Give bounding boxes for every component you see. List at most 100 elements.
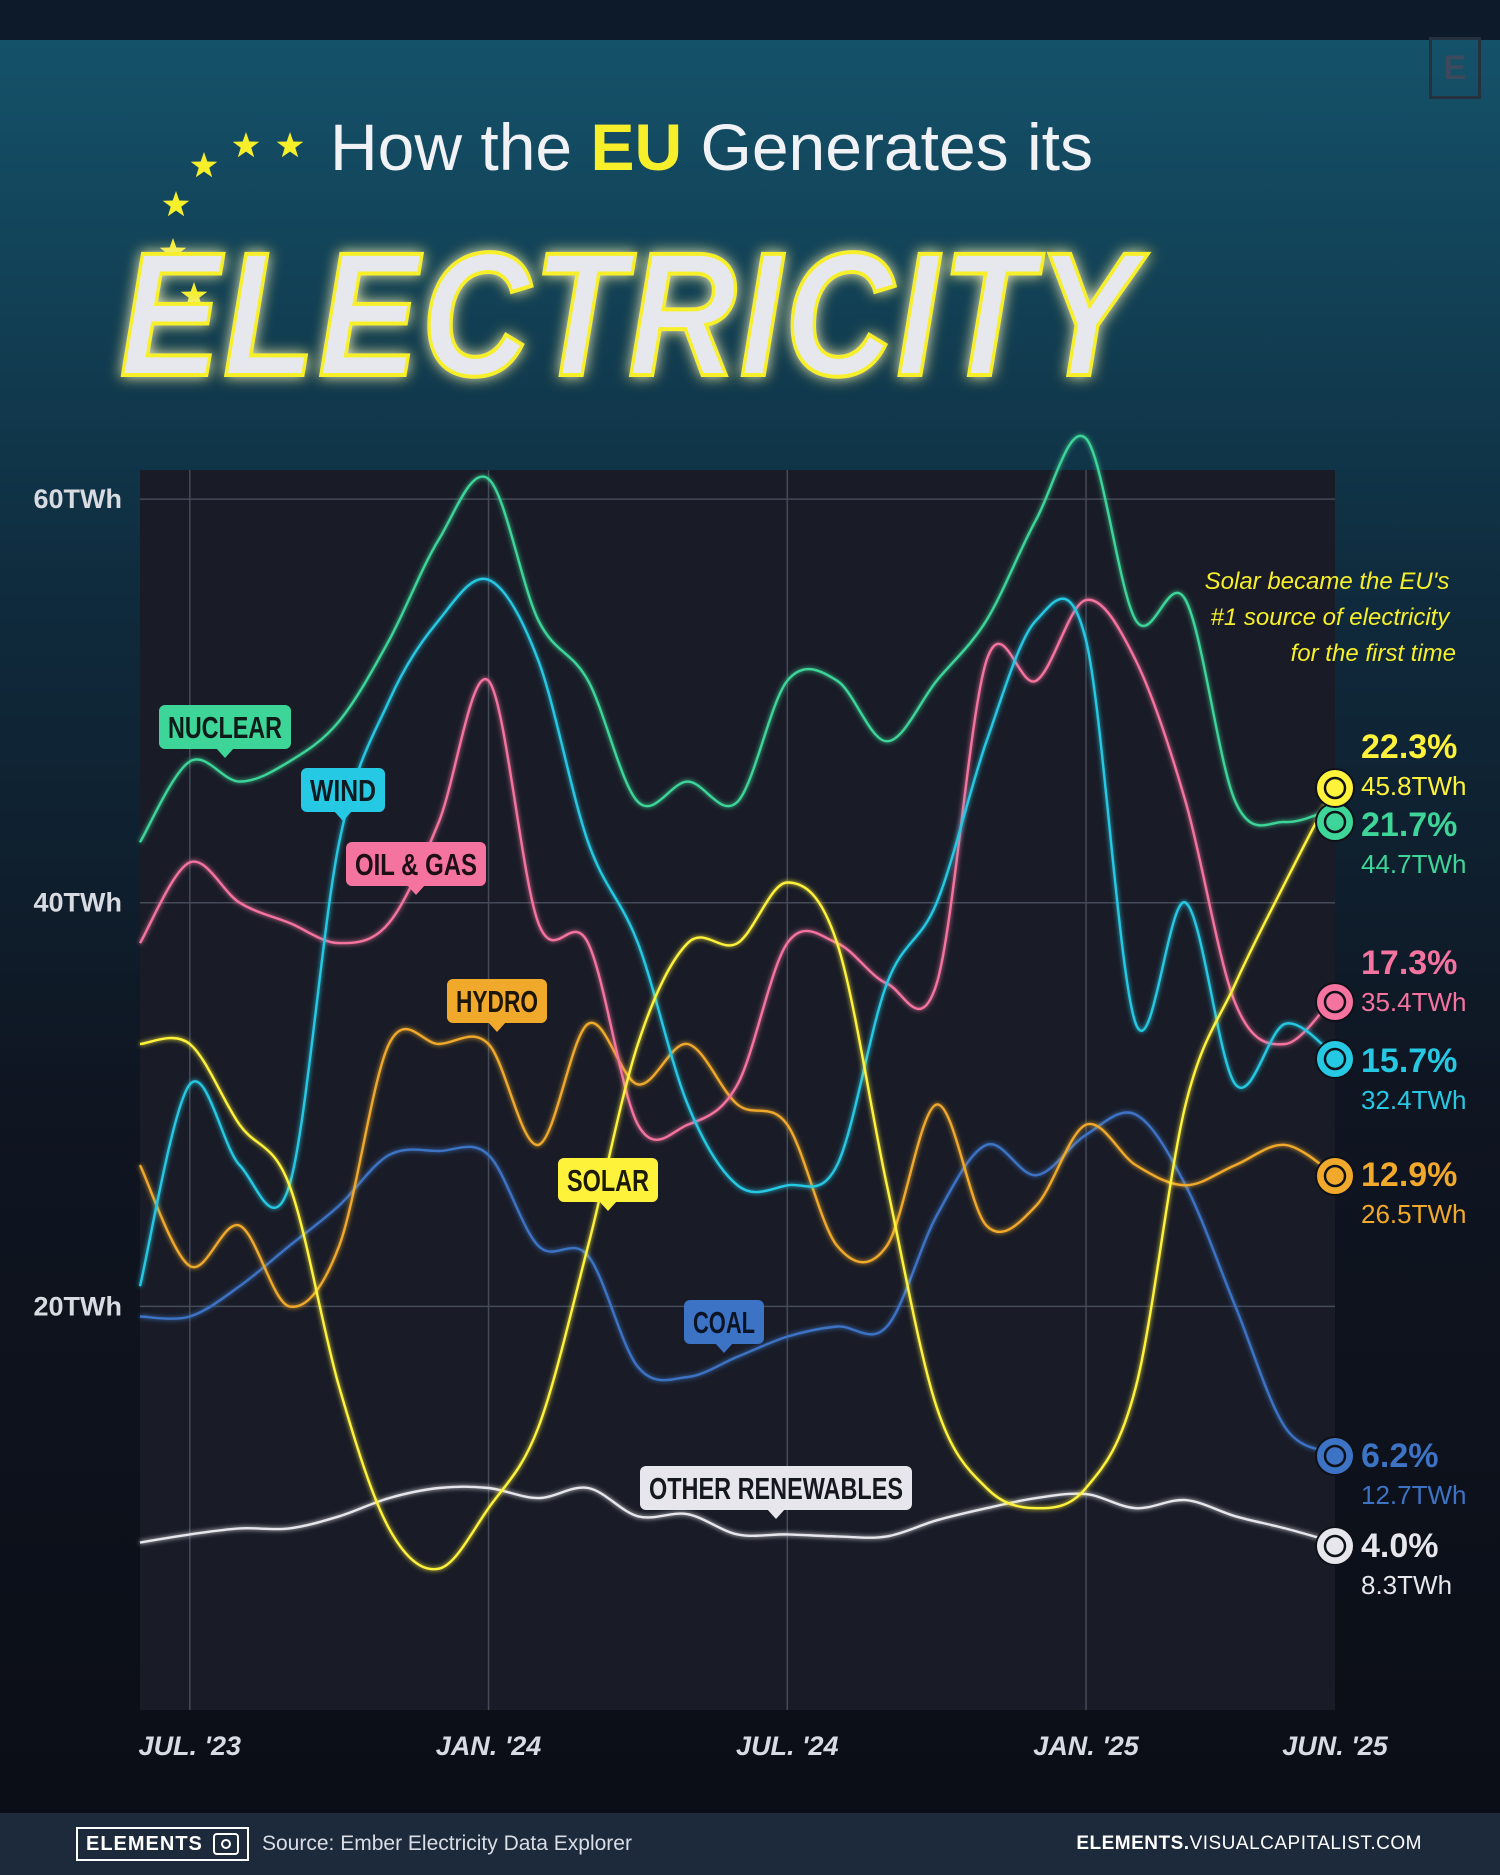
end-label-twh: 32.4TWh bbox=[1361, 1085, 1467, 1115]
nuclear-icon bbox=[1315, 802, 1355, 842]
series-line-solar bbox=[139, 785, 1337, 1571]
star-icon bbox=[276, 132, 304, 158]
series-tag-other: OTHER RENEWABLES bbox=[640, 1466, 912, 1519]
series-tag-box bbox=[640, 1466, 912, 1510]
series-tag-label: HYDRO bbox=[456, 984, 538, 1019]
series-tag-coal: COAL bbox=[684, 1300, 764, 1353]
solar-icon bbox=[1315, 768, 1355, 808]
series-tag-label: OTHER RENEWABLES bbox=[649, 1471, 903, 1506]
series-tag-wind: WIND bbox=[301, 768, 385, 821]
series-line-other bbox=[139, 1485, 1336, 1544]
end-label-nuclear: 21.7% 44.7TWh bbox=[1315, 802, 1467, 879]
eu-stars bbox=[159, 132, 304, 308]
end-label-solar: 22.3% 45.8TWh bbox=[1315, 728, 1467, 808]
series-line-hydro bbox=[138, 1021, 1336, 1308]
series-tag-pointer bbox=[599, 1201, 617, 1211]
annotation-line-1: Solar became the EU's bbox=[1205, 568, 1450, 595]
end-label-twh: 12.7TWh bbox=[1361, 1480, 1467, 1510]
footer bbox=[0, 1813, 1500, 1875]
top-band bbox=[0, 0, 1500, 40]
footer-source: Source: Ember Electricity Data Explorer bbox=[262, 1832, 632, 1855]
series-tag-box bbox=[558, 1158, 658, 1202]
series-line-oil_gas bbox=[138, 598, 1336, 1141]
star-icon bbox=[190, 152, 218, 178]
series-tag-pointer bbox=[216, 748, 234, 758]
title-main: ELECTRICITY bbox=[120, 217, 1148, 413]
end-label-wind: 15.7% 32.4TWh bbox=[1315, 1039, 1467, 1115]
star-icon bbox=[180, 282, 208, 308]
series-tag-solar: SOLAR bbox=[558, 1158, 658, 1211]
x-tick-label: JUL. '23 bbox=[139, 1731, 241, 1761]
title-highlight: EU bbox=[590, 110, 682, 184]
end-label-coal: 6.2% 12.7TWh bbox=[1315, 1436, 1467, 1510]
hydro-icon bbox=[1315, 1156, 1355, 1196]
end-label-oil_gas: 17.3% 35.4TWh bbox=[1315, 944, 1467, 1022]
y-tick-label: 40TWh bbox=[33, 888, 122, 918]
series-tag-pointer bbox=[488, 1022, 506, 1032]
series-tag-pointer bbox=[334, 811, 352, 821]
end-label-pct: 4.0% bbox=[1361, 1527, 1439, 1565]
series-tag-label: OIL & GAS bbox=[355, 847, 477, 882]
x-tick-label: JUL. '24 bbox=[736, 1731, 838, 1761]
end-label-twh: 8.3TWh bbox=[1361, 1570, 1452, 1600]
series-tag-pointer bbox=[407, 885, 425, 895]
series-tag-box bbox=[447, 979, 547, 1023]
series-tag-label: SOLAR bbox=[567, 1163, 649, 1198]
star-icon bbox=[232, 132, 260, 158]
end-label-pct: 17.3% bbox=[1361, 944, 1457, 982]
end-label-twh: 35.4TWh bbox=[1361, 987, 1467, 1017]
end-label-pct: 15.7% bbox=[1361, 1042, 1457, 1080]
series-tag-pointer bbox=[715, 1343, 733, 1353]
y-tick-label: 60TWh bbox=[33, 484, 122, 514]
series-tag-box bbox=[684, 1300, 764, 1344]
plot-area bbox=[140, 470, 1335, 1710]
footer-site-rest: VISUALCAPITALIST.COM bbox=[1189, 1833, 1422, 1854]
series-line-wind bbox=[138, 577, 1336, 1287]
footer-site: ELEMENTS.VISUALCAPITALIST.COM bbox=[1076, 1831, 1422, 1857]
series-tag-box bbox=[159, 705, 291, 749]
series-line-coal bbox=[139, 1111, 1336, 1455]
series-line-nuclear bbox=[138, 434, 1336, 843]
renewables-icon bbox=[1315, 1526, 1355, 1566]
series-tag-box bbox=[301, 768, 385, 812]
footer-site-bold: ELEMENTS. bbox=[1076, 1833, 1190, 1854]
footer-brand-label: ELEMENTS bbox=[86, 1832, 203, 1855]
end-label-pct: 6.2% bbox=[1361, 1437, 1439, 1475]
end-label-pct: 22.3% bbox=[1361, 728, 1457, 766]
chart-canvas: How the EU Generates its ELECTRICITY 20T… bbox=[0, 0, 1500, 1813]
brand-logo: E bbox=[1429, 37, 1481, 99]
title-prefix: How the bbox=[330, 110, 590, 184]
annotation-line-3: for the first time bbox=[1291, 640, 1456, 667]
wind-icon bbox=[1315, 1039, 1355, 1079]
series-tag-label: COAL bbox=[693, 1305, 755, 1340]
oil-gas-icon bbox=[1315, 982, 1355, 1022]
grid: 20TWh 40TWh 60TWh JUL. '23 JAN. '24 JUL. '24 J… bbox=[33, 470, 1389, 1761]
series-tag-nuclear: NUCLEAR bbox=[159, 705, 291, 758]
annotation: Solar became the EU's #1 source of elect… bbox=[1205, 568, 1456, 667]
end-label-hydro: 12.9% 26.5TWh bbox=[1315, 1156, 1467, 1229]
annotation-line-2: #1 source of electricity bbox=[1211, 604, 1452, 631]
series-tags: NUCLEAR WIND OIL & GAS HYDRO SOLAR COAL OTHER … bbox=[159, 705, 912, 1519]
x-tick-label: JAN. '25 bbox=[1033, 1731, 1139, 1761]
x-tick-label: JAN. '24 bbox=[436, 1731, 541, 1761]
end-label-other: 4.0% 8.3TWh bbox=[1315, 1526, 1452, 1600]
series-tag-pointer bbox=[767, 1509, 785, 1519]
star-icon bbox=[159, 238, 187, 264]
series-tag-label: NUCLEAR bbox=[168, 710, 282, 745]
coal-icon bbox=[1315, 1436, 1355, 1476]
end-label-pct: 12.9% bbox=[1361, 1156, 1457, 1194]
series-end-labels: 21.7% 44.7TWh 15.7% 32.4TWh 17.3% 35.4TWh 12.9… bbox=[1315, 728, 1467, 1600]
brand-logo-letter: E bbox=[1443, 48, 1467, 87]
series-tag-label: WIND bbox=[310, 773, 376, 808]
footer-brand: ELEMENTS bbox=[76, 1827, 249, 1861]
series-lines bbox=[138, 434, 1337, 1571]
end-label-twh: 44.7TWh bbox=[1361, 849, 1467, 879]
series-tag-oil_gas: OIL & GAS bbox=[346, 842, 486, 895]
series-tag-hydro: HYDRO bbox=[447, 979, 547, 1032]
series-tag-box bbox=[346, 842, 486, 886]
end-label-twh: 45.8TWh bbox=[1361, 771, 1467, 801]
title-line: How the EU Generates its bbox=[330, 110, 1093, 184]
end-label-pct: 21.7% bbox=[1361, 806, 1457, 844]
end-label-twh: 26.5TWh bbox=[1361, 1199, 1467, 1229]
